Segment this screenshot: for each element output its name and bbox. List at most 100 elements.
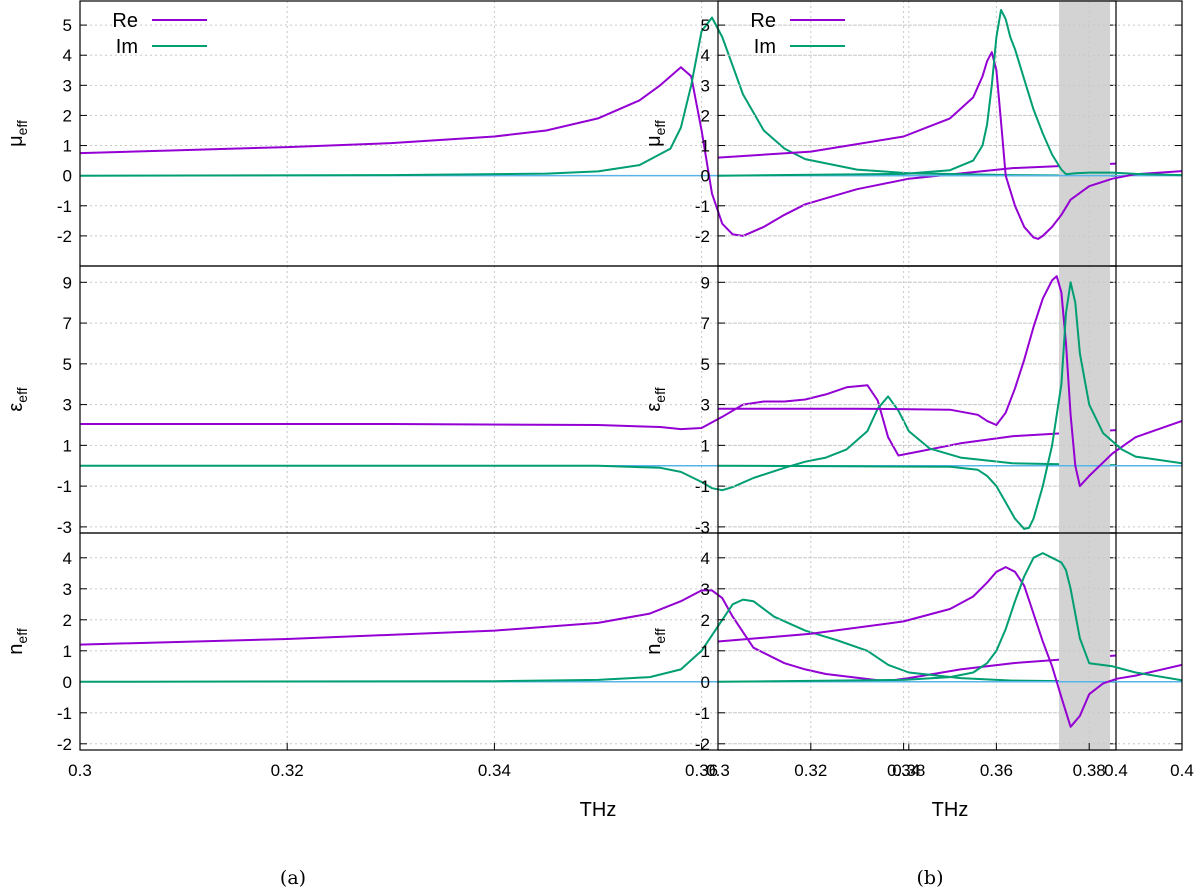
x-tick-label: 0.32 xyxy=(271,761,304,780)
y-axis-label-symbol: μ xyxy=(643,135,665,147)
series-im-line xyxy=(718,9,1182,177)
y-tick-label: -3 xyxy=(695,518,710,537)
y-tick-label: 0 xyxy=(701,167,710,186)
y-tick-label: 1 xyxy=(701,137,710,156)
panel-frame xyxy=(717,265,1183,534)
y-tick-label: 2 xyxy=(701,611,710,630)
y-tick-label: 3 xyxy=(63,396,72,415)
series-im-line xyxy=(80,16,1116,177)
y-axis-label: εeff xyxy=(5,387,30,411)
legend: Re Im xyxy=(750,10,845,58)
y-tick-label: 3 xyxy=(701,396,710,415)
x-tick-label: 0.36 xyxy=(980,761,1013,780)
y-tick-label: 0 xyxy=(701,673,710,692)
y-tick-label: 2 xyxy=(63,611,72,630)
panel-frame xyxy=(79,265,1117,534)
series-im-line xyxy=(80,598,1116,683)
y-tick-label: 0 xyxy=(63,167,72,186)
x-axis-label: THz xyxy=(580,799,617,821)
series-im-line xyxy=(718,552,1182,683)
x-tick-label: 0.34 xyxy=(887,761,920,780)
y-axis-label-subscript: eff xyxy=(652,120,668,135)
y-axis-label-symbol: n xyxy=(5,644,27,655)
y-tick-label: 5 xyxy=(63,355,72,374)
y-tick-label: 5 xyxy=(701,355,710,374)
panel-frame xyxy=(79,532,1117,751)
legend-label-im: Im xyxy=(754,36,776,58)
x-tick-label: 0.4 xyxy=(1170,761,1194,780)
y-axis-label-subscript: eff xyxy=(14,628,30,643)
x-tick-label: 0.3 xyxy=(706,761,730,780)
y-axis-label: μeff xyxy=(643,120,668,147)
y-tick-label: -1 xyxy=(695,477,710,496)
y-axis-label: neff xyxy=(5,628,30,655)
y-tick-label: 4 xyxy=(701,46,710,65)
y-axis-label: neff xyxy=(643,628,668,655)
y-tick-label: 7 xyxy=(701,314,710,333)
y-tick-label: -2 xyxy=(695,735,710,754)
y-tick-label: 5 xyxy=(63,16,72,35)
panel-2: -2 -1 0 1 2 3 4 neff xyxy=(643,532,1183,754)
y-tick-label: 9 xyxy=(63,273,72,292)
legend-label-re: Re xyxy=(750,10,776,32)
x-tick-label: 0.36 xyxy=(685,761,718,780)
y-tick-label: -1 xyxy=(57,197,72,216)
y-tick-label: 1 xyxy=(63,642,72,661)
x-tick-label: 0.3 xyxy=(68,761,92,780)
y-axis-label-subscript: eff xyxy=(652,387,668,402)
y-axis-label-subscript: eff xyxy=(14,120,30,135)
y-tick-label: 5 xyxy=(701,16,710,35)
y-axis-label-symbol: n xyxy=(643,644,665,655)
x-tick-label: 0.32 xyxy=(794,761,827,780)
y-tick-label: 4 xyxy=(63,46,72,65)
series-im-line xyxy=(80,395,1116,492)
y-tick-label: -1 xyxy=(695,704,710,723)
series-re-line xyxy=(80,66,1116,237)
y-tick-label: 0 xyxy=(63,673,72,692)
y-tick-label: -1 xyxy=(57,477,72,496)
panel-frame xyxy=(717,532,1183,751)
series-re-line xyxy=(718,566,1182,728)
y-axis-label-subscript: eff xyxy=(652,628,668,643)
legend: Re Im xyxy=(112,10,207,58)
series-im-line xyxy=(718,281,1182,530)
figure-caption: (a) xyxy=(280,867,306,889)
figure-a: -2-1012345μeff-3-113579εeff-2-101234neff… xyxy=(5,0,1128,889)
y-tick-label: 7 xyxy=(63,314,72,333)
legend-label-im: Im xyxy=(116,36,138,58)
y-tick-label: -1 xyxy=(695,197,710,216)
panel-frame xyxy=(79,0,1117,267)
series-re-line xyxy=(718,275,1182,488)
series-re-line xyxy=(80,384,1116,457)
y-tick-label: 1 xyxy=(701,642,710,661)
x-tick-label: 0.38 xyxy=(1073,761,1106,780)
y-tick-label: 2 xyxy=(701,106,710,125)
figure-b: -2-1012345μeff-3-113579εeff-2-101234neff… xyxy=(643,0,1194,889)
y-axis-label: μeff xyxy=(5,120,30,147)
y-tick-label: 1 xyxy=(63,137,72,156)
y-tick-label: 2 xyxy=(63,106,72,125)
y-tick-label: 1 xyxy=(701,436,710,455)
y-axis-label-symbol: μ xyxy=(5,135,27,147)
y-tick-label: -3 xyxy=(57,518,72,537)
x-tick-label: 0.4 xyxy=(1104,761,1128,780)
series-re-line xyxy=(718,51,1182,240)
y-tick-label: 4 xyxy=(63,549,72,568)
y-axis-label: εeff xyxy=(643,387,668,411)
panel-frame xyxy=(717,0,1183,267)
panel-1: -3 -1 1 3 5 7 9 εeff xyxy=(5,265,1117,537)
y-tick-label: 3 xyxy=(63,580,72,599)
y-tick-label: 3 xyxy=(701,76,710,95)
y-tick-label: -2 xyxy=(57,227,72,246)
x-axis-label: THz xyxy=(932,799,969,821)
y-tick-label: 4 xyxy=(701,549,710,568)
x-tick-label: 0.38 xyxy=(892,761,925,780)
y-tick-label: 3 xyxy=(701,580,710,599)
y-tick-label: 3 xyxy=(63,76,72,95)
y-axis-label-symbol: ε xyxy=(643,403,665,412)
